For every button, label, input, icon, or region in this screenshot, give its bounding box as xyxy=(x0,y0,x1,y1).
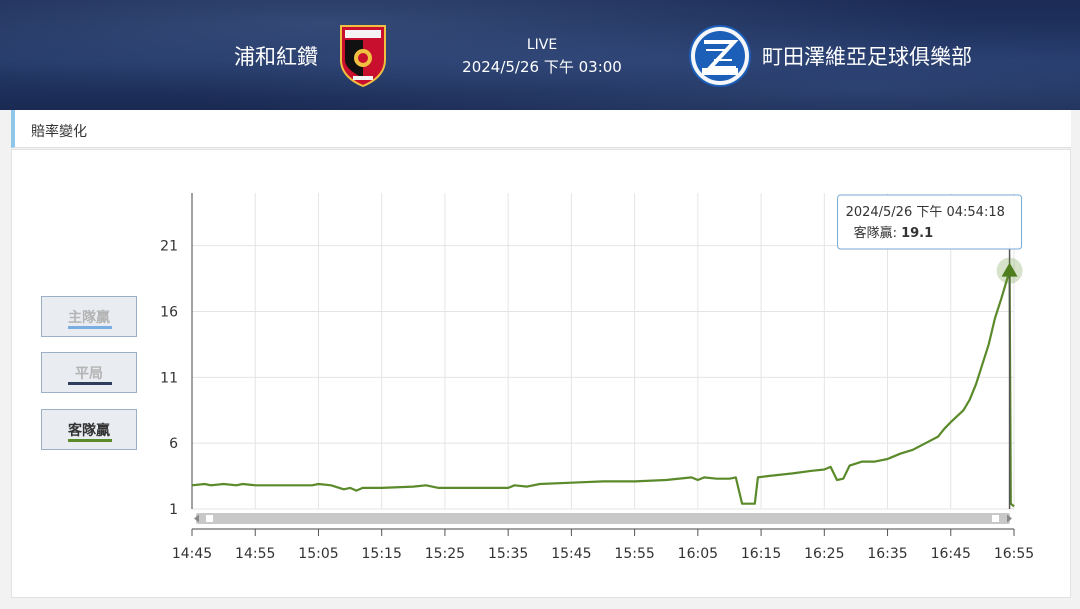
home-team-logo-icon xyxy=(340,25,386,88)
tooltip-value: 19.1 xyxy=(901,226,933,241)
legend-draw-button[interactable]: 平局 xyxy=(41,352,137,393)
scrollbar-track[interactable] xyxy=(196,513,1010,524)
x-tick-label: 16:45 xyxy=(931,546,971,562)
legend-away-label: 客隊贏 xyxy=(68,423,110,439)
x-tick-label: 15:05 xyxy=(298,546,338,562)
chart-tooltip: 2024/5/26 下午 04:54:18 客隊贏: 19.1 xyxy=(837,194,1023,250)
odds-panel-header: 賠率變化 xyxy=(11,110,1071,148)
chart-series-layer xyxy=(191,243,1023,509)
tooltip-series: 客隊贏: 19.1 xyxy=(854,225,934,241)
legend-draw-swatch xyxy=(68,382,112,385)
away-team-logo-icon xyxy=(689,25,751,87)
scroll-right-arrow-icon xyxy=(1007,514,1012,523)
y-tick-label: 21 xyxy=(160,239,178,255)
legend-home-swatch xyxy=(68,326,112,329)
x-tick-label: 16:35 xyxy=(867,546,907,562)
hover-marker-triangle xyxy=(1001,262,1018,277)
x-tick-label: 15:25 xyxy=(425,546,465,562)
x-tick-label: 16:15 xyxy=(741,546,781,562)
y-tick-label: 6 xyxy=(169,436,178,452)
x-tick-label: 16:25 xyxy=(804,546,844,562)
scrollbar-handle-left xyxy=(206,515,213,522)
x-tick-label: 14:45 xyxy=(172,546,212,562)
x-tick-label: 16:55 xyxy=(994,546,1034,562)
home-team-name: 浦和紅鑽 xyxy=(234,45,318,69)
legend-home-label: 主隊贏 xyxy=(68,310,110,326)
tooltip-time: 2024/5/26 下午 04:54:18 xyxy=(846,205,1005,220)
x-tick-label: 15:35 xyxy=(488,546,528,562)
tooltip-box xyxy=(837,194,1023,250)
panel-title: 賠率變化 xyxy=(31,124,87,140)
legend-away-win-button[interactable]: 客隊贏 xyxy=(41,409,137,450)
y-tick-label: 1 xyxy=(169,502,178,518)
legend-home-win-button[interactable]: 主隊贏 xyxy=(41,296,137,337)
scroll-left-arrow-icon xyxy=(194,514,199,523)
scrollbar-handle-right xyxy=(992,515,999,522)
x-tick-label: 15:55 xyxy=(614,546,654,562)
chart-scrollbar[interactable] xyxy=(194,513,1012,524)
x-tick-label: 14:55 xyxy=(235,546,275,562)
match-time: 2024/5/26 下午 03:00 xyxy=(462,58,622,76)
header-background xyxy=(0,0,1080,110)
series-line-away-win xyxy=(191,269,1015,508)
chart-axes: 14:45 14:55 15:05 15:15 15:25 15:35 15:45 15:55… xyxy=(160,193,1034,562)
match-header: 浦和紅鑽 LIVE 2024/5/26 下午 03:00 町田澤維亞足球俱樂部 xyxy=(0,0,1080,110)
away-team-name: 町田澤維亞足球俱樂部 xyxy=(762,45,972,69)
x-tick-label: 15:15 xyxy=(362,546,402,562)
x-tick-label: 16:05 xyxy=(678,546,718,562)
y-tick-label: 16 xyxy=(160,305,178,321)
y-tick-label: 11 xyxy=(160,370,178,386)
legend-draw-label: 平局 xyxy=(75,366,103,382)
legend-away-swatch xyxy=(68,439,112,442)
x-tick-label: 15:45 xyxy=(551,546,591,562)
match-status: LIVE xyxy=(526,37,558,53)
